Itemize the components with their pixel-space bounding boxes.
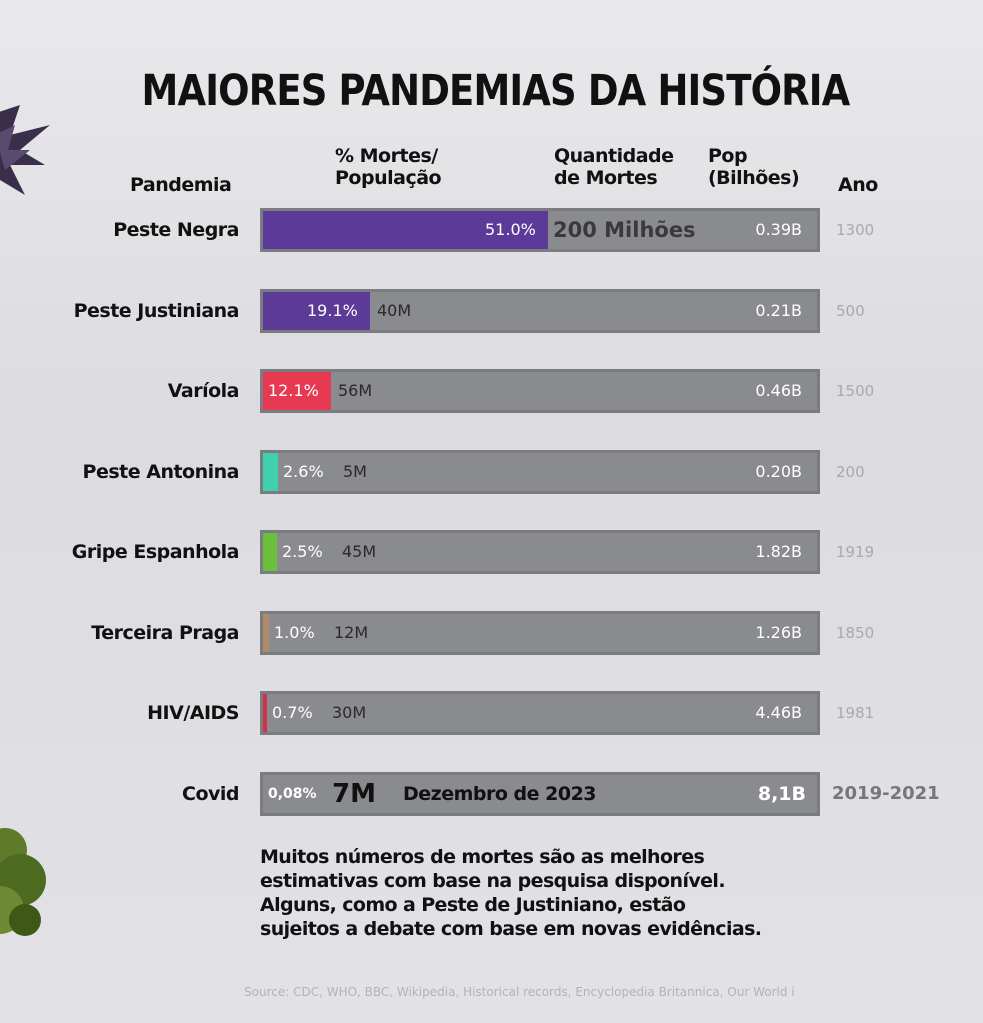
bar-percent-label: 1.0%	[274, 623, 315, 642]
bar-fill	[263, 211, 548, 249]
bar-track: 51.0% 200 Milhões 0.39B	[260, 208, 820, 252]
bar-deaths-label: 7M	[332, 779, 376, 809]
bar-track: 0,08% 7M Dezembro de 2023 8,1B	[260, 772, 820, 816]
row-label: Terceira Praga	[91, 622, 239, 644]
bar-track: 2.5% 45M 1.82B	[260, 530, 820, 574]
header-population-line2: (Bilhões)	[708, 167, 800, 189]
bar-population-label: 0.46B	[755, 381, 802, 400]
bar-deaths-label: 12M	[334, 623, 369, 642]
bar-track: 19.1% 40M 0.21B	[260, 289, 820, 333]
bar-deaths-label: 56M	[338, 381, 373, 400]
bar-track: 2.6% 5M 0.20B	[260, 450, 820, 494]
header-percent-line2: População	[335, 167, 442, 189]
bar-fill	[263, 694, 267, 732]
header-deaths: Quantidade de Mortes	[554, 145, 674, 189]
row-year: 2019-2021	[832, 783, 940, 804]
footnote-line: sujeitos a debate com base em novas evid…	[260, 918, 762, 940]
plant-decoration-icon	[0, 105, 50, 195]
header-population-line1: Pop	[708, 145, 748, 167]
bar-track: 1.0% 12M 1.26B	[260, 611, 820, 655]
bar-fill	[263, 292, 370, 330]
bar-percent-label: 51.0%	[485, 220, 536, 239]
bar-percent-label: 2.6%	[283, 462, 324, 481]
row-label: Peste Justiniana	[73, 300, 240, 322]
bar-deaths-label: 40M	[377, 301, 412, 320]
bush-decoration-icon	[0, 828, 46, 936]
source-text: Source: CDC, WHO, BBC, Wikipedia, Histor…	[244, 985, 795, 999]
bar-population-label: 1.82B	[755, 542, 802, 561]
bar-deaths-label: 30M	[332, 703, 367, 722]
header-pandemia: Pandemia	[130, 174, 232, 196]
row-year: 1500	[836, 382, 875, 400]
header-percent-line1: % Mortes/	[335, 145, 438, 167]
bar-fill	[263, 372, 331, 410]
bar-fill	[263, 533, 277, 571]
row-year: 500	[836, 302, 865, 320]
row-label: Gripe Espanhola	[71, 541, 240, 563]
bar-population-label: 4.46B	[755, 703, 802, 722]
footnote-line: Alguns, como a Peste de Justiniano, estã…	[260, 894, 686, 916]
bar-population-label: 0.20B	[755, 462, 802, 481]
row-label: HIV/AIDS	[147, 702, 239, 724]
bar-population-label: 8,1B	[757, 783, 806, 805]
bar-deaths-label: 5M	[343, 462, 367, 481]
header-deaths-line1: Quantidade	[554, 145, 674, 167]
bar-deaths-label: 200 Milhões	[553, 218, 696, 242]
chart-title: MAIORES PANDEMIAS DA HISTÓRIA	[141, 66, 851, 116]
bar-percent-label: 0,08%	[268, 786, 317, 802]
bar-population-label: 1.26B	[755, 623, 802, 642]
row-label: Covid	[182, 783, 240, 805]
header-deaths-line2: de Mortes	[554, 167, 658, 189]
row-label: Peste Antonina	[82, 461, 240, 483]
row-year: 1981	[836, 704, 875, 722]
footnote: Muitos números de mortes são as melhores…	[260, 845, 860, 941]
footnote-line: estimativas com base na pesquisa disponí…	[260, 870, 726, 892]
row-year: 1300	[836, 221, 875, 239]
bar-track: 0.7% 30M 4.46B	[260, 691, 820, 735]
row-year: 1919	[836, 543, 875, 561]
bar-percent-label: 12.1%	[268, 381, 319, 400]
row-label: Varíola	[167, 380, 240, 402]
row-label: Peste Negra	[113, 219, 239, 241]
bar-percent-label: 19.1%	[307, 301, 358, 320]
row-year: 1850	[836, 624, 875, 642]
header-population: Pop (Bilhões)	[708, 145, 800, 189]
bar-fill	[263, 453, 278, 491]
header-year: Ano	[838, 174, 878, 196]
bar-population-label: 0.39B	[755, 220, 802, 239]
bar-percent-label: 2.5%	[282, 542, 323, 561]
bar-fill	[263, 614, 269, 652]
bar-track: 12.1% 56M 0.46B	[260, 369, 820, 413]
covid-date-note: Dezembro de 2023	[403, 783, 597, 805]
bar-percent-label: 0.7%	[272, 703, 313, 722]
bar-population-label: 0.21B	[755, 301, 802, 320]
footnote-line: Muitos números de mortes são as melhores	[260, 846, 705, 868]
bar-deaths-label: 45M	[342, 542, 377, 561]
header-percent: % Mortes/ População	[335, 145, 442, 189]
row-year: 200	[836, 463, 865, 481]
